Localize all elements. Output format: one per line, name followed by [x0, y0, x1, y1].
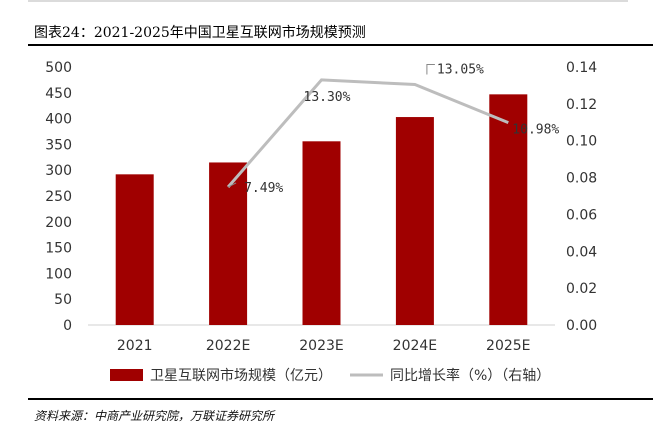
- chart-axes: 0 50 100 150 200 250 300 350 400 450 500 0.00 0.02 0.…: [45, 60, 597, 354]
- x-tick-label: 2021: [117, 338, 153, 354]
- y2-tick-label: 0.10: [566, 134, 597, 150]
- bottom-rule: [28, 398, 653, 400]
- bar: [209, 162, 248, 325]
- y2-tick-label: 0.00: [566, 318, 597, 334]
- bar-series: [115, 94, 528, 326]
- legend: 卫星互联网市场规模（亿元） 同比增长率（%）（右轴）: [110, 367, 550, 384]
- bar: [115, 174, 154, 325]
- data-label: 13.30%: [304, 90, 351, 105]
- label-leader: [426, 64, 435, 75]
- y2-tick-label: 0.14: [566, 60, 597, 76]
- growth-line: [226, 78, 509, 188]
- y-tick-label: 200: [45, 215, 72, 231]
- data-label: 13.05%: [437, 63, 484, 78]
- bar: [395, 117, 434, 325]
- y-tick-label: 500: [45, 60, 72, 76]
- y-tick-label: 150: [45, 241, 72, 257]
- source-note: 资料来源：中商产业研究院，万联证券研究所: [34, 409, 275, 423]
- y2-tick-label: 0.02: [566, 281, 597, 297]
- data-label: 10.98%: [512, 123, 559, 138]
- x-tick-label: 2024E: [393, 338, 437, 354]
- y2-tick-label: 0.04: [566, 244, 597, 260]
- y-tick-label: 350: [45, 137, 72, 153]
- figure-title: 图表24：2021-2025年中国卫星互联网市场规模预测: [34, 25, 366, 41]
- y2-tick-label: 0.08: [566, 171, 597, 187]
- bar: [302, 141, 341, 325]
- x-tick-label: 2025E: [486, 338, 530, 354]
- bar: [489, 94, 528, 326]
- legend-bar-label: 卫星互联网市场规模（亿元）: [150, 367, 332, 384]
- data-labels: 7.49% 13.30% 13.05% 10.98%: [227, 63, 559, 196]
- y-tick-label: 50: [54, 292, 72, 308]
- x-tick-label: 2023E: [299, 338, 343, 354]
- y2-tick-label: 0.12: [566, 97, 597, 113]
- y2-tick-label: 0.06: [566, 207, 597, 223]
- data-label: 7.49%: [244, 181, 283, 196]
- y-tick-label: 100: [45, 266, 72, 282]
- legend-line-label: 同比增长率（%）（右轴）: [390, 367, 550, 384]
- y-tick-label: 400: [45, 112, 72, 128]
- y-tick-label: 300: [45, 163, 72, 179]
- label-leader: [227, 182, 237, 188]
- y-tick-label: 250: [45, 189, 72, 205]
- y-tick-label: 450: [45, 86, 72, 102]
- header-line: [28, 0, 628, 2]
- line-series: [226, 78, 509, 188]
- legend-bar-swatch: [110, 369, 143, 381]
- title-rule: [28, 44, 653, 46]
- y-tick-label: 0: [63, 318, 72, 334]
- x-tick-label: 2022E: [206, 338, 250, 354]
